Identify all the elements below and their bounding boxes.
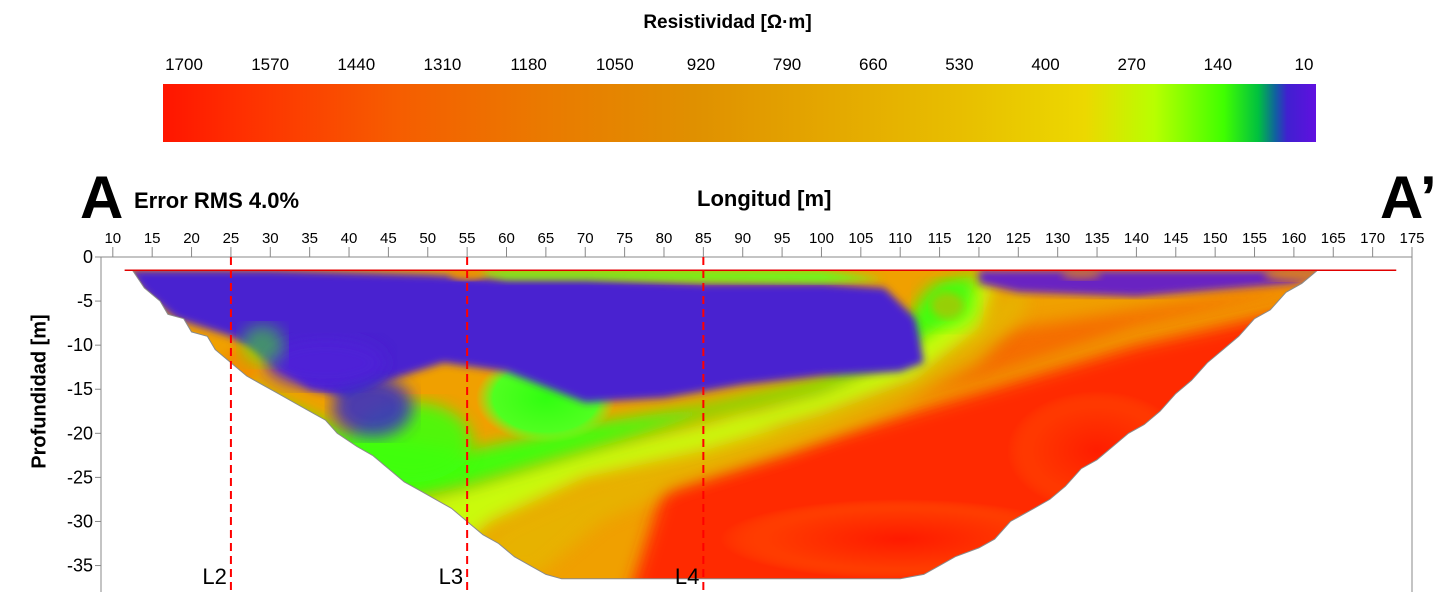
profile-marker-label: L3 (439, 564, 463, 589)
y-axis-label: Profundidad [m] (28, 314, 51, 469)
section-start-letter: A (80, 164, 124, 231)
resistivity-section (132, 270, 1318, 579)
x-tick-label: 80 (656, 230, 673, 247)
resistivity-zone (240, 325, 285, 366)
x-tick-label: 75 (616, 230, 633, 247)
colorbar-tick-label: 920 (686, 55, 716, 74)
x-tick-label: 170 (1360, 230, 1385, 247)
y-tick-label: -15 (67, 379, 93, 399)
x-tick-label: 10 (104, 230, 121, 247)
resistivity-zone (332, 376, 413, 437)
profile-marker-label: L4 (675, 564, 699, 589)
x-tick-label: 140 (1124, 230, 1149, 247)
x-tick-label: 35 (301, 230, 318, 247)
x-tick-label: 155 (1242, 230, 1267, 247)
colorbar-tick-label: 530 (945, 55, 974, 74)
colorbar-tick-label: 400 (1031, 55, 1060, 74)
colorbar-tick-label: 140 (1203, 55, 1233, 74)
resistivity-zone (917, 281, 978, 330)
colorbar-tick-label: 1310 (423, 55, 462, 74)
x-tick-label: 100 (809, 230, 834, 247)
x-tick-label: 60 (498, 230, 515, 247)
colorbar-tick-label: 1700 (165, 55, 203, 74)
y-tick-label: -30 (67, 511, 93, 531)
mid-resistivity-zone (349, 283, 995, 575)
low-resistivity-zone (467, 270, 885, 284)
x-tick-label: 70 (577, 230, 594, 247)
resistivity-zone (1061, 270, 1102, 280)
x-tick-label: 40 (341, 230, 358, 247)
x-tick-label: 145 (1163, 230, 1188, 247)
x-tick-label: 125 (1006, 230, 1031, 247)
colorbar-tick-label: 270 (1117, 55, 1146, 74)
x-tick-label: 105 (848, 230, 873, 247)
x-tick-label: 90 (734, 230, 751, 247)
profile-marker-label: L2 (202, 564, 226, 589)
x-tick-label: 50 (419, 230, 436, 247)
y-tick-label: -35 (67, 556, 93, 576)
x-tick-label: 25 (223, 230, 240, 247)
section-outline (131, 269, 1319, 580)
x-tick-label: 95 (774, 230, 791, 247)
x-tick-label: 120 (966, 230, 991, 247)
x-tick-label: 150 (1203, 230, 1228, 247)
x-tick-label: 165 (1321, 230, 1346, 247)
colorbar-tick-label: 1050 (595, 55, 634, 74)
rms-error-label: Error RMS 4.0% (134, 188, 300, 213)
y-tick-label: -20 (67, 423, 93, 443)
x-tick-label: 85 (695, 230, 712, 247)
y-tick-label: 0 (83, 247, 93, 267)
x-tick-label: 20 (183, 230, 200, 247)
colorbar-tick-labels: 1700 1570 1440 1310 1180 1050 920 790 660 530 400 2… (0, 55, 1455, 79)
x-tick-label: 115 (928, 230, 952, 247)
x-tick-label: 110 (888, 230, 912, 247)
colorbar-gradient (163, 84, 1316, 142)
resistivity-zone (720, 499, 1081, 579)
colorbar-tick-label: 1180 (510, 55, 547, 74)
y-tick-label: -25 (67, 467, 93, 487)
axes: 10 15 20 25 30 35 40 45 50 55 60 65 70 75 80 85 90 95 100 1… (67, 230, 1425, 592)
section-end-letter: A’ (1380, 164, 1437, 231)
x-tick-label: 175 (1399, 230, 1424, 247)
x-tick-label: 135 (1085, 230, 1110, 247)
x-tick-label: 30 (262, 230, 279, 247)
x-tick-label: 160 (1281, 230, 1306, 247)
x-tick-label: 45 (380, 230, 397, 247)
y-tick-label: -10 (67, 335, 93, 355)
x-tick-label: 55 (459, 230, 476, 247)
resistivity-zone (265, 337, 386, 388)
x-axis-label: Longitud [m] (697, 186, 832, 211)
colorbar-tick-label: 790 (772, 55, 802, 74)
colorbar-title: Resistividad [Ω·m] (643, 12, 812, 33)
colorbar-tick-label: 10 (1294, 55, 1314, 74)
x-tick-label: 65 (538, 230, 555, 247)
colorbar (163, 84, 1316, 142)
resistivity-zone (1007, 390, 1188, 511)
colorbar-tick-label: 660 (859, 55, 888, 74)
x-tick-label: 130 (1045, 230, 1070, 247)
x-tick-label: 15 (144, 230, 161, 247)
colorbar-tick-label: 1570 (251, 55, 290, 74)
colorbar-tick-label: 1440 (337, 55, 376, 74)
mid-resistivity-zone (443, 283, 1027, 575)
profile-markers: L2 L3 L4 (202, 257, 705, 592)
y-tick-label: -5 (77, 291, 93, 311)
